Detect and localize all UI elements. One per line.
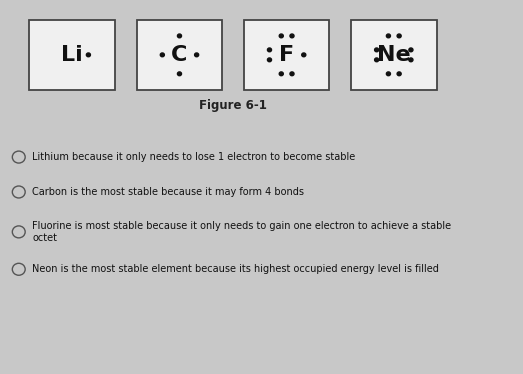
Circle shape — [397, 72, 401, 76]
Text: F: F — [279, 45, 294, 65]
Text: Neon is the most stable element because its highest occupied energy level is fil: Neon is the most stable element because … — [32, 264, 439, 274]
Circle shape — [374, 48, 379, 52]
Text: Fluorine is most stable because it only needs to gain one electron to achieve a : Fluorine is most stable because it only … — [32, 221, 451, 243]
Circle shape — [386, 72, 391, 76]
Text: Carbon is the most stable because it may form 4 bonds: Carbon is the most stable because it may… — [32, 187, 304, 197]
Text: Ne: Ne — [377, 45, 411, 65]
Circle shape — [409, 58, 413, 62]
Circle shape — [267, 58, 271, 62]
Circle shape — [86, 53, 90, 57]
FancyBboxPatch shape — [244, 20, 329, 90]
Circle shape — [374, 58, 379, 62]
Text: Figure 6-1: Figure 6-1 — [199, 99, 267, 112]
FancyBboxPatch shape — [29, 20, 115, 90]
FancyBboxPatch shape — [351, 20, 437, 90]
Text: Lithium because it only needs to lose 1 electron to become stable: Lithium because it only needs to lose 1 … — [32, 152, 356, 162]
Circle shape — [177, 34, 181, 38]
Circle shape — [302, 53, 306, 57]
Text: C: C — [172, 45, 188, 65]
Circle shape — [160, 53, 164, 57]
Circle shape — [195, 53, 199, 57]
Circle shape — [267, 48, 271, 52]
Circle shape — [177, 72, 181, 76]
Circle shape — [290, 34, 294, 38]
Circle shape — [279, 34, 283, 38]
Text: Li: Li — [61, 45, 83, 65]
Circle shape — [386, 34, 391, 38]
Circle shape — [290, 72, 294, 76]
Circle shape — [409, 48, 413, 52]
Circle shape — [279, 72, 283, 76]
Circle shape — [397, 34, 401, 38]
FancyBboxPatch shape — [137, 20, 222, 90]
